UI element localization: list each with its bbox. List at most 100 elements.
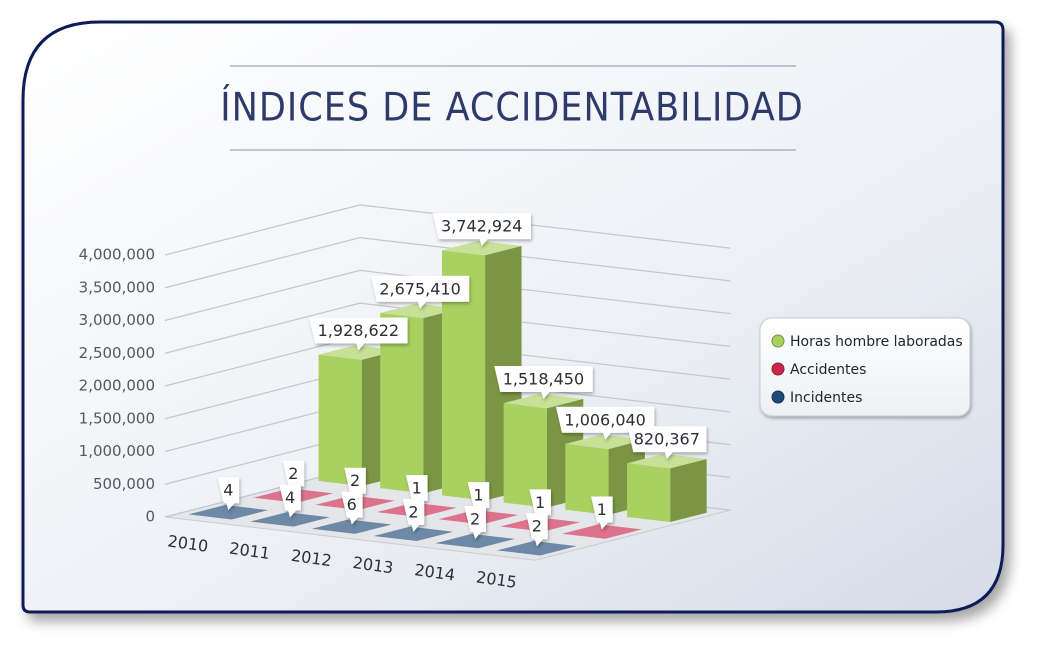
label-callout bbox=[217, 477, 240, 511]
data-label-text: 1 bbox=[597, 500, 607, 519]
label-callout bbox=[309, 317, 408, 351]
bar-top bbox=[441, 240, 522, 256]
legend: Horas hombre laboradas Accidentes Incident… bbox=[771, 334, 963, 406]
bar-front bbox=[503, 403, 547, 508]
label-callout bbox=[370, 275, 470, 309]
bar-front bbox=[311, 528, 356, 534]
bar-front bbox=[373, 536, 417, 542]
data-label-text: 2,675,410 bbox=[379, 279, 460, 298]
bar-side bbox=[420, 507, 457, 518]
bar-top bbox=[627, 453, 707, 469]
bar bbox=[311, 519, 392, 534]
bar-top bbox=[373, 526, 454, 542]
bar-side bbox=[478, 538, 515, 549]
data-label: 2,675,410 bbox=[370, 275, 470, 309]
grid-line bbox=[164, 204, 731, 256]
data-label-text: 2 bbox=[350, 471, 360, 490]
data-label: 820,367 bbox=[627, 426, 707, 460]
chart-title: ÍNDICES DE ACCIDENTABILIDAD bbox=[220, 84, 804, 131]
bar bbox=[562, 524, 642, 539]
legend-label: Incidentes bbox=[790, 390, 862, 406]
label-callout bbox=[526, 513, 548, 547]
bar-front bbox=[380, 312, 424, 494]
data-label-text: 1 bbox=[473, 486, 483, 505]
y-tick-label: 3,500,000 bbox=[79, 278, 155, 296]
data-label-text: 2 bbox=[288, 464, 298, 483]
data-label-text: 2 bbox=[470, 510, 480, 529]
bar-side bbox=[543, 522, 580, 532]
label-callout bbox=[494, 365, 593, 399]
bar-top bbox=[565, 434, 645, 449]
data-label-text: 3,742,924 bbox=[441, 217, 522, 236]
label-callout bbox=[464, 506, 486, 540]
data-label-text: 4 bbox=[285, 488, 295, 507]
bar-top bbox=[380, 303, 460, 319]
legend-box bbox=[759, 317, 971, 417]
data-label: 2 bbox=[526, 513, 548, 547]
label-callout bbox=[340, 491, 363, 525]
bar-front bbox=[250, 521, 294, 527]
bar-side bbox=[670, 458, 707, 523]
legend-swatch bbox=[771, 362, 785, 376]
bar-side bbox=[605, 529, 642, 539]
y-tick-label: 500,000 bbox=[93, 475, 155, 493]
bar-front bbox=[188, 514, 232, 520]
grid-line bbox=[164, 302, 731, 354]
plot: 0 500,000 1,000,000 1,500,000 2,000,000 2,500… bbox=[79, 204, 731, 592]
data-label-text: 2 bbox=[532, 517, 542, 536]
bar-top bbox=[562, 524, 642, 539]
data-label-text: 820,367 bbox=[634, 430, 700, 449]
data-label: 4 bbox=[217, 477, 240, 511]
bar-top bbox=[250, 512, 330, 527]
bar-side bbox=[355, 524, 392, 534]
data-label: 4 bbox=[279, 484, 301, 518]
data-label: 3,742,924 bbox=[432, 213, 531, 247]
bar-front bbox=[441, 250, 486, 501]
bar-front bbox=[562, 533, 606, 539]
bar-top bbox=[435, 533, 515, 549]
y-tick-label: 3,000,000 bbox=[79, 311, 155, 329]
label-callout bbox=[402, 498, 425, 532]
label-callout bbox=[432, 213, 531, 247]
bar-front bbox=[318, 354, 362, 487]
bar bbox=[435, 533, 515, 549]
bar bbox=[627, 453, 707, 523]
label-callout bbox=[591, 496, 613, 530]
data-label: 2 bbox=[464, 506, 486, 540]
legend-label: Horas hombre laboradas bbox=[790, 334, 963, 350]
legend-label: Accidentes bbox=[790, 362, 866, 378]
y-tick-label: 1,500,000 bbox=[79, 409, 155, 427]
bar-side bbox=[231, 510, 269, 520]
legend-swatch bbox=[771, 334, 785, 348]
data-label-text: 1,518,450 bbox=[503, 369, 584, 388]
data-label: 2 bbox=[402, 498, 425, 532]
data-label-text: 6 bbox=[347, 495, 357, 514]
bar bbox=[373, 526, 454, 542]
bar-side bbox=[481, 514, 519, 525]
data-label-text: 1,928,622 bbox=[318, 321, 399, 340]
data-label-text: 1 bbox=[535, 493, 545, 512]
data-label-text: 1 bbox=[412, 478, 422, 497]
bar-side bbox=[293, 517, 330, 527]
data-label-text: 1,006,040 bbox=[564, 410, 645, 429]
bar-front bbox=[497, 550, 541, 556]
y-tick-label: 2,500,000 bbox=[79, 344, 155, 362]
bar bbox=[497, 541, 577, 556]
bar-top bbox=[503, 393, 584, 409]
data-label: 1,518,450 bbox=[494, 365, 593, 399]
data-label: 6 bbox=[340, 491, 363, 525]
bar-top bbox=[311, 519, 392, 534]
bar-side bbox=[358, 500, 395, 510]
data-label: 1 bbox=[591, 496, 613, 530]
y-tick-label: 1,000,000 bbox=[79, 442, 155, 460]
bar bbox=[250, 512, 330, 527]
bar-side bbox=[540, 546, 577, 556]
bar-front bbox=[627, 463, 671, 523]
label-callout bbox=[279, 484, 301, 518]
data-label: 1,928,622 bbox=[309, 317, 408, 351]
label-callout bbox=[627, 426, 707, 460]
bar-front bbox=[435, 543, 479, 549]
data-label-text: 4 bbox=[223, 481, 233, 500]
